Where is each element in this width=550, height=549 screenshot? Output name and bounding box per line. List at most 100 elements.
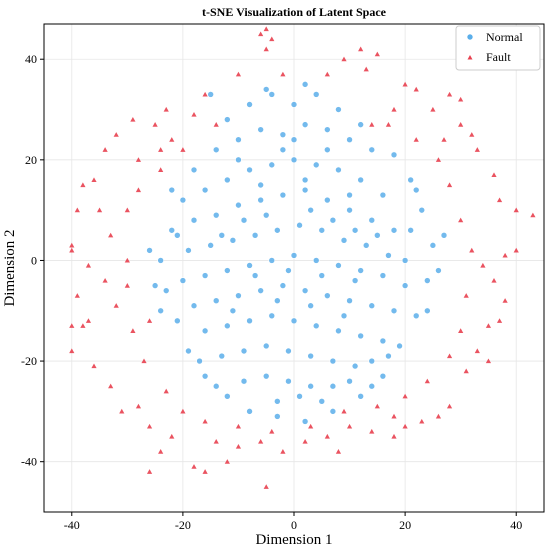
fault-point	[80, 182, 86, 188]
normal-point	[396, 342, 403, 350]
normal-point	[346, 206, 353, 214]
normal-point	[368, 146, 376, 154]
fault-point	[458, 96, 464, 102]
fault-point	[141, 358, 147, 364]
normal-point	[346, 136, 353, 144]
normal-point	[196, 357, 203, 365]
fault-point	[91, 177, 97, 183]
normal-point	[246, 262, 253, 269]
fault-point	[446, 353, 453, 359]
normal-point	[390, 307, 398, 315]
normal-point	[307, 352, 314, 360]
normal-point	[335, 106, 342, 113]
fault-point	[363, 66, 369, 72]
fault-point	[169, 433, 175, 439]
normal-point	[185, 247, 192, 254]
normal-point	[335, 262, 342, 269]
normal-point	[251, 231, 259, 239]
normal-point	[301, 121, 309, 128]
fault-point	[458, 122, 464, 127]
fault-point	[135, 403, 142, 409]
fault-point	[74, 207, 80, 213]
fault-point	[474, 348, 480, 354]
normal-point	[318, 398, 326, 405]
normal-point	[235, 136, 242, 144]
fault-point	[85, 318, 92, 323]
fault-point	[474, 147, 480, 152]
fault-point	[496, 318, 503, 323]
normal-point	[212, 211, 220, 219]
fault-point	[446, 403, 453, 409]
normal-point	[207, 242, 214, 249]
normal-point	[212, 146, 220, 154]
normal-point	[157, 257, 164, 264]
fault-point	[469, 132, 475, 137]
normal-point	[279, 131, 287, 138]
normal-point	[368, 357, 376, 365]
fault-point	[108, 383, 114, 389]
fault-point	[191, 464, 197, 469]
fault-point	[341, 56, 347, 62]
fault-point	[324, 433, 330, 439]
x-tick-label: -20	[175, 518, 191, 532]
normal-point	[235, 201, 242, 209]
fault-point	[202, 91, 208, 97]
normal-point	[357, 392, 364, 400]
fault-point	[369, 122, 375, 127]
normal-point	[224, 392, 231, 400]
normal-point	[357, 267, 364, 274]
legend: Normal Fault	[455, 25, 541, 71]
normal-point	[201, 372, 209, 380]
normal-point	[318, 226, 326, 234]
normal-point	[385, 252, 392, 259]
normal-point	[324, 196, 331, 204]
fault-point	[102, 147, 108, 152]
normal-point	[174, 317, 181, 325]
fault-point	[341, 408, 347, 414]
normal-point	[324, 292, 331, 299]
fault-point	[135, 157, 142, 162]
fault-point	[235, 71, 242, 77]
fault-point	[402, 81, 408, 87]
normal-point	[301, 418, 309, 425]
legend-normal-label: Normal	[486, 30, 523, 44]
normal-point	[351, 226, 359, 234]
normal-point	[274, 226, 281, 234]
normal-point	[329, 357, 337, 365]
normal-point	[301, 81, 309, 88]
normal-point	[440, 231, 448, 239]
y-axis-label: Dimension 2	[2, 229, 18, 306]
normal-point	[185, 347, 192, 355]
fault-point	[458, 217, 464, 223]
fault-point	[224, 459, 230, 464]
normal-point	[424, 307, 431, 315]
normal-point	[312, 322, 320, 330]
normal-point	[179, 196, 187, 204]
normal-point	[235, 156, 242, 164]
normal-point	[368, 382, 376, 390]
normal-point	[229, 237, 237, 244]
fault-point	[513, 247, 519, 253]
normal-point	[407, 176, 414, 184]
normal-point	[240, 216, 248, 224]
fault-point	[485, 323, 492, 328]
normal-point	[379, 372, 387, 380]
fault-point	[69, 247, 75, 253]
fault-point	[235, 443, 242, 449]
fault-point	[269, 428, 275, 434]
normal-point	[257, 196, 264, 204]
normal-point	[279, 146, 287, 154]
normal-point	[335, 327, 342, 335]
y-tick-label: 40	[25, 52, 37, 66]
normal-point	[224, 116, 231, 123]
fault-point	[324, 71, 330, 77]
fault-point	[358, 46, 364, 52]
fault-point	[130, 328, 136, 333]
fault-point	[346, 423, 353, 429]
normal-point	[290, 136, 298, 144]
fault-point	[458, 328, 464, 333]
normal-point	[357, 121, 364, 128]
normal-point	[362, 242, 370, 249]
normal-point	[179, 277, 187, 284]
